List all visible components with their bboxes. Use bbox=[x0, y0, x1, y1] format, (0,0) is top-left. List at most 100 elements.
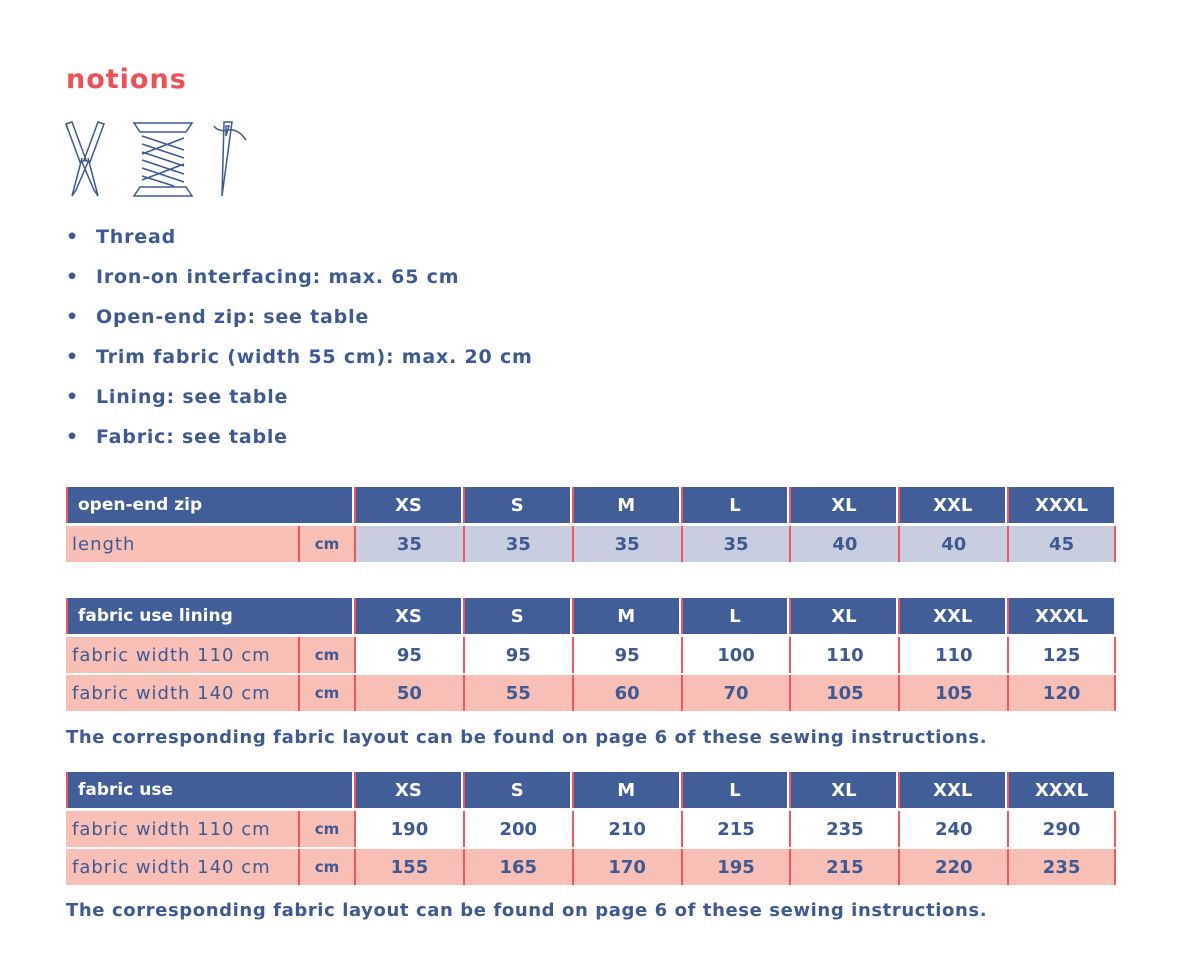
table-header: fabric use lining XS S M L XL XXL XXXL bbox=[66, 598, 1118, 634]
row-label: fabric width 140 cm bbox=[66, 849, 298, 885]
size-header: XXXL bbox=[1007, 487, 1117, 523]
layout-note: The corresponding fabric layout can be f… bbox=[66, 900, 988, 921]
size-header: XXL bbox=[898, 598, 1008, 634]
notions-list: • Thread • Iron-on interfacing: max. 65 cm… bbox=[66, 226, 533, 466]
layout-note: The corresponding fabric layout can be f… bbox=[66, 727, 988, 748]
value-cell: 125 bbox=[1007, 637, 1117, 673]
row-label: length bbox=[66, 526, 298, 562]
value-cell: 155 bbox=[354, 849, 463, 885]
size-header: XXL bbox=[898, 772, 1008, 808]
value-cell: 200 bbox=[462, 811, 572, 847]
list-item: • Open-end zip: see table bbox=[66, 306, 533, 346]
value-cell: 60 bbox=[571, 675, 681, 711]
value-cell: 215 bbox=[789, 849, 899, 885]
value-cell: 240 bbox=[898, 811, 1008, 847]
table-header: open-end zip XS S M L XL XXL XXXL bbox=[66, 487, 1118, 523]
table-row: fabric width 110 cm cm 190 200 210 215 235 240 2… bbox=[66, 811, 1118, 847]
size-header: S bbox=[462, 772, 572, 808]
thread-spool-icon bbox=[132, 122, 194, 197]
value-cell: 35 bbox=[680, 526, 790, 562]
list-item: • Fabric: see table bbox=[66, 426, 533, 466]
list-item: • Thread bbox=[66, 226, 533, 266]
table-row: fabric width 140 cm cm 155 165 170 195 215 220 2… bbox=[66, 849, 1118, 885]
value-cell: 210 bbox=[571, 811, 681, 847]
value-cell: 190 bbox=[354, 811, 463, 847]
value-cell: 170 bbox=[571, 849, 681, 885]
value-cell: 110 bbox=[789, 637, 899, 673]
size-header: L bbox=[680, 772, 790, 808]
item-text: Iron-on interfacing: max. 65 cm bbox=[96, 266, 460, 288]
row-label: fabric width 140 cm bbox=[66, 675, 298, 711]
value-cell: 100 bbox=[680, 637, 790, 673]
table-row: length cm 35 35 35 35 40 40 45 bbox=[66, 526, 1118, 562]
item-text: Lining: see table bbox=[96, 386, 289, 408]
lining-table: fabric use lining XS S M L XL XXL XXXL fabric wi… bbox=[66, 598, 1118, 711]
value-cell: 105 bbox=[789, 675, 899, 711]
value-cell: 165 bbox=[462, 849, 572, 885]
value-cell: 70 bbox=[680, 675, 790, 711]
row-unit: cm bbox=[298, 849, 354, 885]
size-header: M bbox=[571, 772, 681, 808]
table-header: fabric use XS S M L XL XXL XXXL bbox=[66, 772, 1118, 808]
value-cell: 120 bbox=[1007, 675, 1117, 711]
zip-table: open-end zip XS S M L XL XXL XXXL length cm 35 35 35… bbox=[66, 487, 1118, 562]
item-text: Open-end zip: see table bbox=[96, 306, 370, 328]
table-title: open-end zip bbox=[66, 487, 354, 523]
value-cell: 45 bbox=[1007, 526, 1117, 562]
row-unit: cm bbox=[298, 675, 354, 711]
row-label: fabric width 110 cm bbox=[66, 811, 298, 847]
size-header: XL bbox=[789, 772, 899, 808]
size-header: XL bbox=[789, 487, 899, 523]
value-cell: 235 bbox=[1007, 849, 1117, 885]
notions-icons bbox=[65, 121, 247, 197]
size-header: XS bbox=[354, 772, 463, 808]
value-cell: 55 bbox=[462, 675, 572, 711]
row-unit: cm bbox=[298, 637, 354, 673]
item-text: Trim fabric (width 55 cm): max. 20 cm bbox=[96, 346, 533, 368]
value-cell: 40 bbox=[898, 526, 1008, 562]
size-header: M bbox=[571, 487, 681, 523]
size-header: XS bbox=[354, 487, 463, 523]
size-header: S bbox=[462, 487, 572, 523]
list-item: • Lining: see table bbox=[66, 386, 533, 426]
row-unit: cm bbox=[298, 526, 354, 562]
value-cell: 215 bbox=[680, 811, 790, 847]
value-cell: 195 bbox=[680, 849, 790, 885]
value-cell: 235 bbox=[789, 811, 899, 847]
row-label: fabric width 110 cm bbox=[66, 637, 298, 673]
row-unit: cm bbox=[298, 811, 354, 847]
list-item: • Trim fabric (width 55 cm): max. 20 cm bbox=[66, 346, 533, 386]
table-row: fabric width 140 cm cm 50 55 60 70 105 105 120 bbox=[66, 675, 1118, 711]
value-cell: 105 bbox=[898, 675, 1008, 711]
needle-icon bbox=[213, 121, 247, 197]
value-cell: 35 bbox=[354, 526, 463, 562]
table-row: fabric width 110 cm cm 95 95 95 100 110 110 125 bbox=[66, 637, 1118, 673]
value-cell: 290 bbox=[1007, 811, 1117, 847]
value-cell: 220 bbox=[898, 849, 1008, 885]
size-header: XXXL bbox=[1007, 598, 1117, 634]
value-cell: 95 bbox=[462, 637, 572, 673]
section-title: notions bbox=[66, 64, 187, 95]
size-header: L bbox=[680, 487, 790, 523]
size-header: S bbox=[462, 598, 572, 634]
size-header: M bbox=[571, 598, 681, 634]
value-cell: 40 bbox=[789, 526, 899, 562]
fabric-table: fabric use XS S M L XL XXL XXXL fabric width 110… bbox=[66, 772, 1118, 885]
value-cell: 110 bbox=[898, 637, 1008, 673]
item-text: Thread bbox=[96, 226, 176, 248]
value-cell: 95 bbox=[571, 637, 681, 673]
size-header: XS bbox=[354, 598, 463, 634]
table-title: fabric use lining bbox=[66, 598, 354, 634]
item-text: Fabric: see table bbox=[96, 426, 288, 448]
size-header: XXL bbox=[898, 487, 1008, 523]
size-header: XL bbox=[789, 598, 899, 634]
table-title: fabric use bbox=[66, 772, 354, 808]
value-cell: 35 bbox=[571, 526, 681, 562]
value-cell: 95 bbox=[354, 637, 463, 673]
value-cell: 50 bbox=[354, 675, 463, 711]
scissors-icon bbox=[65, 121, 105, 197]
list-item: • Iron-on interfacing: max. 65 cm bbox=[66, 266, 533, 306]
value-cell: 35 bbox=[462, 526, 572, 562]
size-header: XXXL bbox=[1007, 772, 1117, 808]
size-header: L bbox=[680, 598, 790, 634]
